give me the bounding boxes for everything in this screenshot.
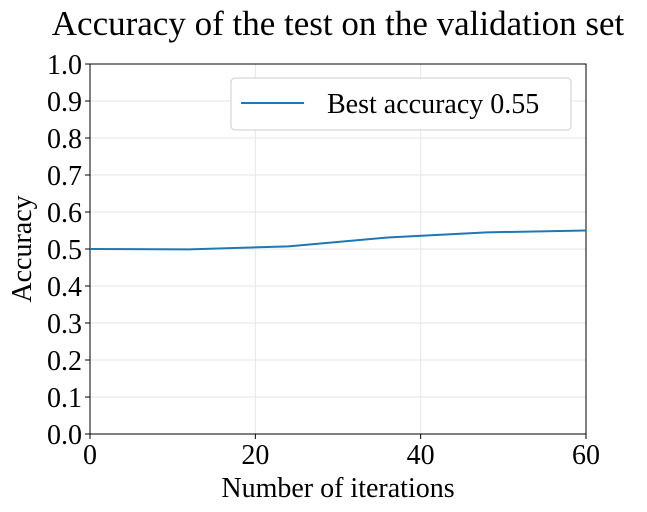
y-tick-label: 0.2 [47, 346, 82, 377]
legend: Best accuracy 0.55 [230, 77, 572, 131]
x-tick-label: 40 [407, 440, 435, 471]
legend-box [230, 77, 572, 131]
y-tick-label: 1.0 [47, 50, 82, 81]
y-tick-label: 0.5 [47, 235, 82, 266]
x-tick-label: 20 [241, 440, 269, 471]
x-axis-label: Number of iterations [221, 473, 454, 504]
y-tick-label: 0.6 [47, 198, 82, 229]
y-tick-label: 0.0 [47, 420, 82, 451]
y-tick-label: 0.8 [47, 124, 82, 155]
axis-ticks: 0 20 40 60 0.0 0.1 0.2 0.3 0.4 0.5 0.6 0.7 0.8 0.9 1.0 [47, 50, 600, 471]
chart-title: Accuracy of the test on the validation s… [52, 4, 625, 43]
legend-entry-label: Best accuracy 0.55 [327, 89, 539, 120]
y-tick-label: 0.3 [47, 309, 82, 340]
y-tick-label: 0.4 [47, 272, 82, 303]
y-axis-label: Accuracy [7, 195, 38, 302]
x-tick-label: 0 [83, 440, 97, 471]
x-tick-label: 60 [572, 440, 600, 471]
y-tick-label: 0.9 [47, 87, 82, 118]
series-line-best-accuracy [89, 229, 587, 251]
y-tick-label: 0.1 [47, 383, 82, 414]
y-tick-label: 0.7 [47, 161, 82, 192]
